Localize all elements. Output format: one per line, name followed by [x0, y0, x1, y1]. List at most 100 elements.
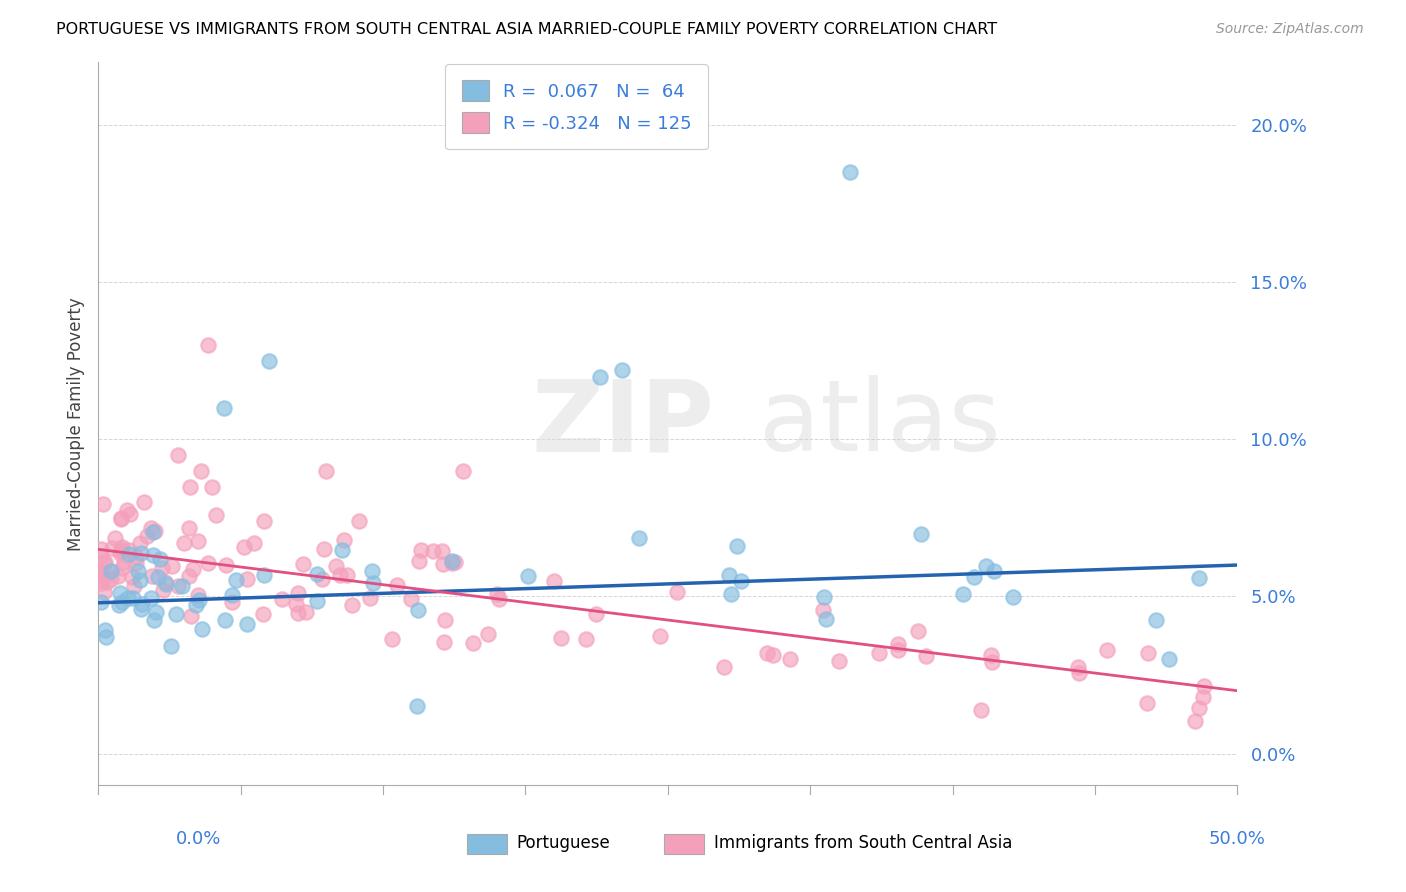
Point	[165, 607, 187, 622]
Point	[907, 624, 929, 638]
Point	[980, 648, 1002, 662]
Point	[197, 338, 219, 352]
Point	[179, 569, 201, 583]
Point	[718, 568, 741, 582]
Point	[983, 564, 1005, 578]
Point	[1067, 666, 1090, 681]
Point	[285, 597, 308, 611]
Point	[145, 605, 167, 619]
Point	[543, 574, 565, 588]
Point	[221, 588, 243, 602]
Y-axis label: Married-Couple Family Poverty: Married-Couple Family Poverty	[66, 297, 84, 550]
Point	[270, 592, 292, 607]
Point	[406, 699, 429, 714]
Point	[115, 503, 138, 517]
Point	[295, 605, 318, 619]
Point	[725, 539, 748, 553]
Point	[90, 575, 112, 590]
Point	[90, 566, 112, 580]
Point	[1184, 714, 1206, 728]
Point	[650, 629, 672, 643]
Point	[762, 648, 785, 662]
Point	[477, 627, 499, 641]
Point	[91, 498, 114, 512]
Point	[160, 639, 183, 653]
Point	[132, 495, 155, 509]
Point	[152, 582, 174, 597]
Point	[575, 632, 598, 646]
Point	[90, 549, 112, 564]
Point	[236, 572, 259, 586]
Point	[330, 543, 353, 558]
Text: ZIP: ZIP	[531, 376, 714, 472]
Point	[952, 587, 974, 601]
Point	[401, 592, 423, 607]
Point	[325, 558, 347, 573]
Point	[887, 642, 910, 657]
Point	[485, 587, 508, 601]
Point	[100, 541, 122, 555]
Point	[381, 632, 404, 646]
Point	[910, 527, 932, 541]
Point	[110, 542, 132, 557]
Point	[314, 542, 336, 557]
Point	[131, 597, 153, 611]
Point	[150, 560, 173, 574]
Point	[340, 598, 363, 612]
Point	[839, 165, 862, 179]
Point	[125, 557, 148, 571]
Point	[212, 401, 235, 415]
Point	[1192, 679, 1215, 693]
Point	[433, 634, 456, 648]
Point	[915, 648, 938, 663]
Point	[162, 558, 184, 573]
Point	[124, 550, 146, 565]
Point	[93, 623, 115, 637]
Point	[333, 533, 356, 547]
Point	[170, 579, 193, 593]
Point	[187, 534, 209, 549]
Point	[221, 595, 243, 609]
Point	[155, 576, 177, 591]
Point	[93, 570, 115, 584]
Text: atlas: atlas	[759, 376, 1001, 472]
Text: Immigrants from South Central Asia: Immigrants from South Central Asia	[713, 834, 1012, 852]
Point	[190, 464, 212, 478]
Point	[139, 521, 162, 535]
Point	[430, 543, 453, 558]
Point	[121, 591, 143, 605]
Point	[1136, 696, 1159, 710]
Point	[488, 591, 510, 606]
Point	[409, 543, 432, 558]
Point	[516, 568, 538, 582]
Point	[107, 569, 129, 583]
Point	[311, 573, 333, 587]
Point	[146, 569, 169, 583]
Point	[100, 572, 122, 586]
Point	[1137, 646, 1160, 660]
Point	[191, 622, 214, 636]
Point	[215, 558, 238, 572]
Point	[122, 579, 145, 593]
Point	[336, 567, 359, 582]
Point	[612, 363, 634, 377]
Point	[93, 585, 115, 599]
Point	[440, 554, 463, 568]
Point	[108, 547, 131, 561]
Point	[451, 464, 474, 478]
Text: PORTUGUESE VS IMMIGRANTS FROM SOUTH CENTRAL ASIA MARRIED-COUPLE FAMILY POVERTY C: PORTUGUESE VS IMMIGRANTS FROM SOUTH CENT…	[56, 22, 997, 37]
Point	[155, 575, 177, 590]
Point	[1144, 613, 1167, 627]
Point	[969, 703, 991, 717]
Point	[110, 544, 132, 558]
Point	[1067, 660, 1090, 674]
Point	[628, 531, 651, 545]
Point	[180, 609, 202, 624]
Point	[1188, 700, 1211, 714]
Text: Portuguese: Portuguese	[517, 834, 610, 852]
Point	[315, 464, 337, 478]
Point	[588, 369, 610, 384]
Point	[129, 602, 152, 616]
Point	[136, 529, 159, 543]
Point	[142, 548, 165, 562]
